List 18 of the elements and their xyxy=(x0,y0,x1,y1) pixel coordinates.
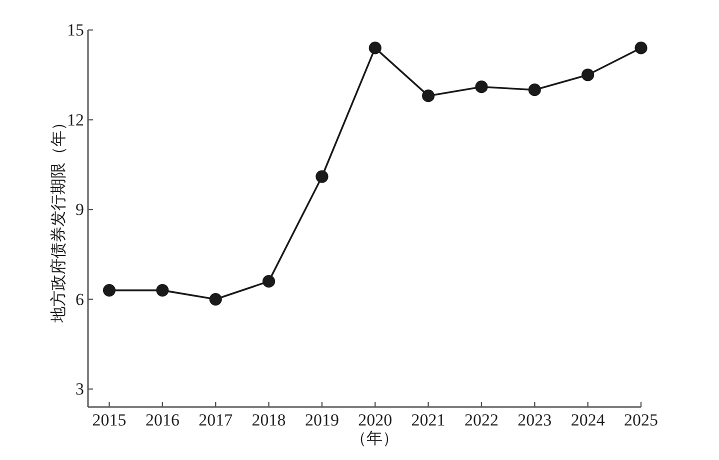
x-tick-label: 2018 xyxy=(252,410,286,430)
x-tick-label: 2021 xyxy=(411,410,446,430)
x-tick-label: 2022 xyxy=(464,410,498,430)
x-tick-label: 2016 xyxy=(145,410,180,430)
y-tick-label: 15 xyxy=(67,20,84,40)
x-tick-label: 2015 xyxy=(92,410,126,430)
y-axis-title: 地方政府债券发行期限（年） xyxy=(50,114,68,322)
x-axis-title: （年） xyxy=(350,430,398,448)
y-tick-label: 6 xyxy=(76,290,84,309)
y-tick-label: 9 xyxy=(76,200,84,220)
y-tick-label: 3 xyxy=(76,380,84,399)
x-tick-label: 2024 xyxy=(570,410,605,430)
x-tick-label: 2025 xyxy=(624,410,658,430)
x-tick-label: 2019 xyxy=(304,410,339,430)
y-tick-label: 12 xyxy=(67,110,84,130)
x-tick-label: 2020 xyxy=(358,410,392,430)
x-tick-label: 2017 xyxy=(198,410,233,430)
x-tick-label: 2023 xyxy=(518,410,552,430)
